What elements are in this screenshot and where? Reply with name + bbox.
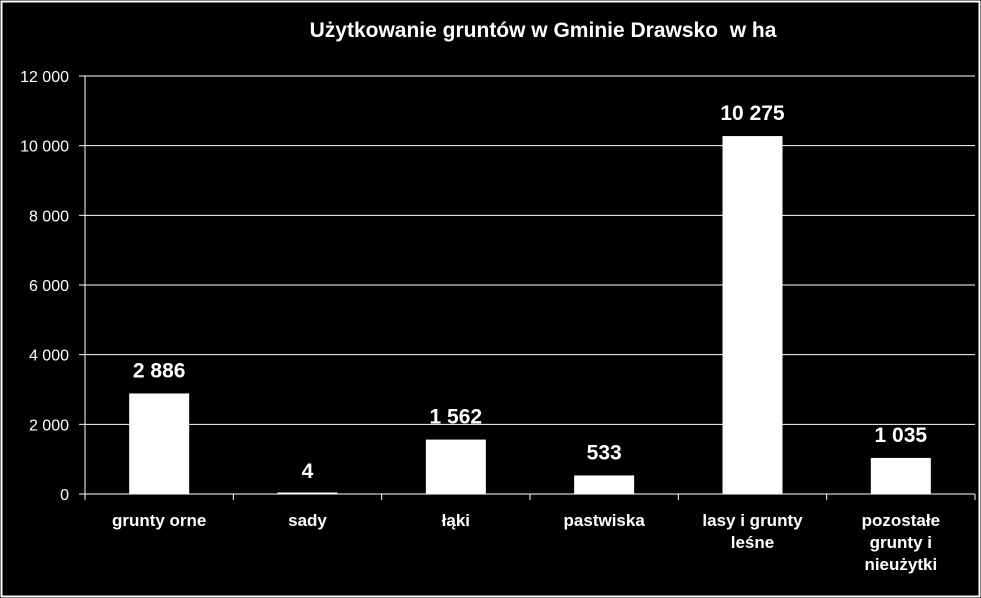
x-tick-label: sady <box>288 511 327 530</box>
data-label: 533 <box>587 441 622 464</box>
data-label: 2 886 <box>133 359 186 382</box>
chart-title: Użytkowanie gruntów w Gminie Drawsko w h… <box>310 19 777 42</box>
bar <box>425 439 486 494</box>
axes <box>79 75 976 500</box>
data-label: 1 035 <box>875 424 928 447</box>
x-tick-label: pozostałe grunty i nieużytki <box>862 511 940 574</box>
y-tick-label: 12 000 <box>20 69 69 86</box>
bars <box>129 136 931 494</box>
data-label: 4 <box>302 460 314 483</box>
x-axis-tick-labels: grunty orne sady łąki pastwiska lasy i grunt… <box>112 511 940 574</box>
gridlines <box>85 75 975 425</box>
y-tick-label: 10 000 <box>20 139 69 156</box>
data-label: 1 562 <box>430 406 483 429</box>
y-tick-label: 4 000 <box>29 348 69 365</box>
y-tick-label: 8 000 <box>29 208 69 225</box>
bar <box>277 492 338 494</box>
x-tick-label: pastwiska <box>564 511 646 530</box>
y-tick-label: 2 000 <box>29 417 69 434</box>
data-label: 10 275 <box>720 102 785 125</box>
bar <box>129 393 190 494</box>
y-axis-tick-labels: 0 2 000 4 000 6 000 8 000 10 000 12 000 <box>20 69 69 504</box>
x-tick-label: grunty orne <box>112 511 206 530</box>
y-tick-label: 6 000 <box>29 278 69 295</box>
y-tick-label: 0 <box>60 487 69 504</box>
data-labels: 2 886 4 1 562 533 10 275 1 035 <box>133 102 928 483</box>
bar <box>870 457 931 494</box>
x-tick-label: lasy i grunty leśne <box>702 511 803 552</box>
bar <box>722 136 783 494</box>
x-tick-label: łąki <box>442 511 470 530</box>
bar <box>574 475 635 494</box>
